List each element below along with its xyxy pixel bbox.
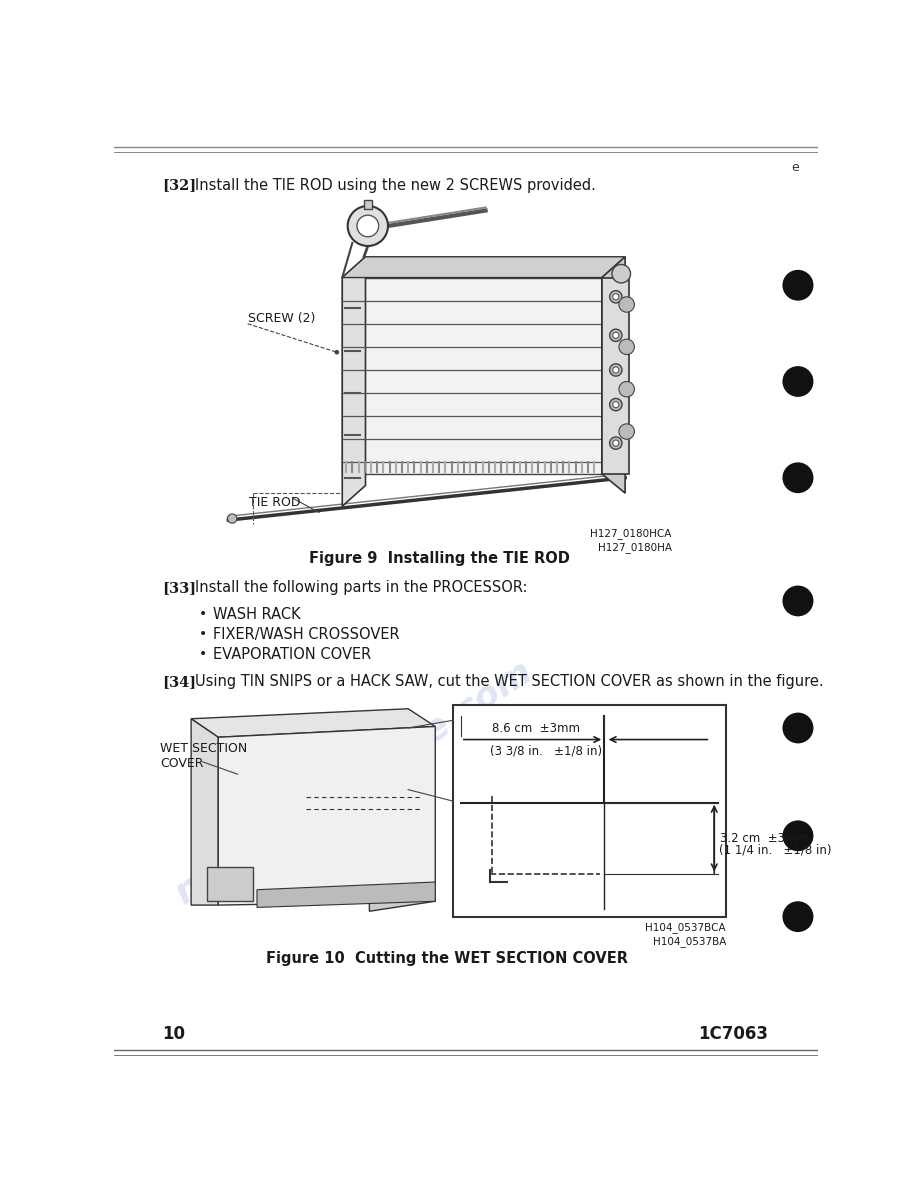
Text: [33]: [33]: [163, 581, 196, 595]
Circle shape: [610, 364, 622, 376]
Circle shape: [783, 463, 814, 493]
Polygon shape: [191, 719, 218, 906]
Text: manualsarchive.com: manualsarchive.com: [231, 300, 601, 556]
Circle shape: [783, 820, 814, 851]
Text: manualsarchive.com: manualsarchive.com: [169, 653, 539, 910]
Circle shape: [783, 901, 814, 932]
Circle shape: [612, 264, 631, 283]
Text: [32]: [32]: [163, 178, 196, 192]
Circle shape: [227, 514, 237, 524]
Text: FIXER/WASH CROSSOVER: FIXER/WASH CROSSOVER: [213, 627, 399, 641]
Polygon shape: [602, 257, 625, 493]
Polygon shape: [369, 888, 435, 912]
Text: 1C7063: 1C7063: [698, 1026, 768, 1044]
Text: (3 3/8 in.   ±1/8 in): (3 3/8 in. ±1/8 in): [490, 744, 603, 757]
Bar: [230, 205, 672, 551]
Polygon shape: [257, 882, 435, 908]
Text: (1 1/4 in.   ±1/8 in): (1 1/4 in. ±1/8 in): [719, 844, 832, 856]
Text: 3.2 cm  ±3mm: 3.2 cm ±3mm: [721, 832, 808, 845]
Circle shape: [619, 339, 634, 355]
Circle shape: [613, 332, 619, 338]
Text: WET SECTION
COVER: WET SECTION COVER: [160, 741, 247, 770]
Text: WASH RACK: WASH RACK: [213, 607, 301, 621]
Polygon shape: [343, 257, 625, 277]
Text: Figure 10  Cutting the WET SECTION COVER: Figure 10 Cutting the WET SECTION COVER: [265, 952, 628, 966]
Text: •: •: [199, 607, 207, 621]
Text: [34]: [34]: [163, 675, 196, 689]
Polygon shape: [602, 277, 629, 474]
Circle shape: [783, 585, 814, 616]
Circle shape: [619, 382, 634, 397]
Text: 10: 10: [163, 1026, 185, 1044]
Text: TIE ROD: TIE ROD: [249, 496, 301, 509]
Circle shape: [347, 206, 388, 246]
Circle shape: [613, 440, 619, 446]
Bar: [453, 704, 726, 916]
Text: Using TIN SNIPS or a HACK SAW, cut the WET SECTION COVER as shown in the figure.: Using TIN SNIPS or a HACK SAW, cut the W…: [195, 675, 824, 689]
Circle shape: [610, 290, 622, 303]
Circle shape: [610, 399, 622, 411]
Text: Figure 9  Installing the TIE ROD: Figure 9 Installing the TIE ROD: [309, 551, 570, 566]
Circle shape: [613, 367, 619, 372]
Circle shape: [783, 270, 814, 301]
Circle shape: [357, 215, 379, 237]
Circle shape: [610, 437, 622, 450]
Polygon shape: [206, 866, 253, 901]
Text: SCREW (2): SCREW (2): [247, 312, 315, 325]
Circle shape: [610, 330, 622, 342]
Text: Install the following parts in the PROCESSOR:: Install the following parts in the PROCE…: [195, 581, 527, 595]
Circle shape: [613, 294, 619, 300]
Text: e: e: [792, 161, 800, 174]
Circle shape: [335, 350, 339, 355]
Text: Install the TIE ROD using the new 2 SCREWS provided.: Install the TIE ROD using the new 2 SCRE…: [195, 177, 596, 193]
Circle shape: [783, 367, 814, 397]
Polygon shape: [191, 709, 435, 738]
Text: H104_0537BCA
H104_0537BA: H104_0537BCA H104_0537BA: [645, 922, 726, 947]
Circle shape: [619, 296, 634, 312]
Circle shape: [619, 424, 634, 439]
Text: H127_0180HCA
H127_0180HA: H127_0180HCA H127_0180HA: [590, 528, 672, 553]
Polygon shape: [343, 277, 602, 474]
Circle shape: [783, 713, 814, 744]
Polygon shape: [218, 726, 435, 906]
Text: •: •: [199, 627, 207, 641]
Text: 8.6 cm  ±3mm: 8.6 cm ±3mm: [492, 722, 580, 735]
Text: •: •: [199, 647, 207, 662]
Polygon shape: [343, 257, 365, 506]
Bar: [364, 200, 372, 209]
Circle shape: [613, 401, 619, 408]
Text: EVAPORATION COVER: EVAPORATION COVER: [213, 646, 371, 662]
